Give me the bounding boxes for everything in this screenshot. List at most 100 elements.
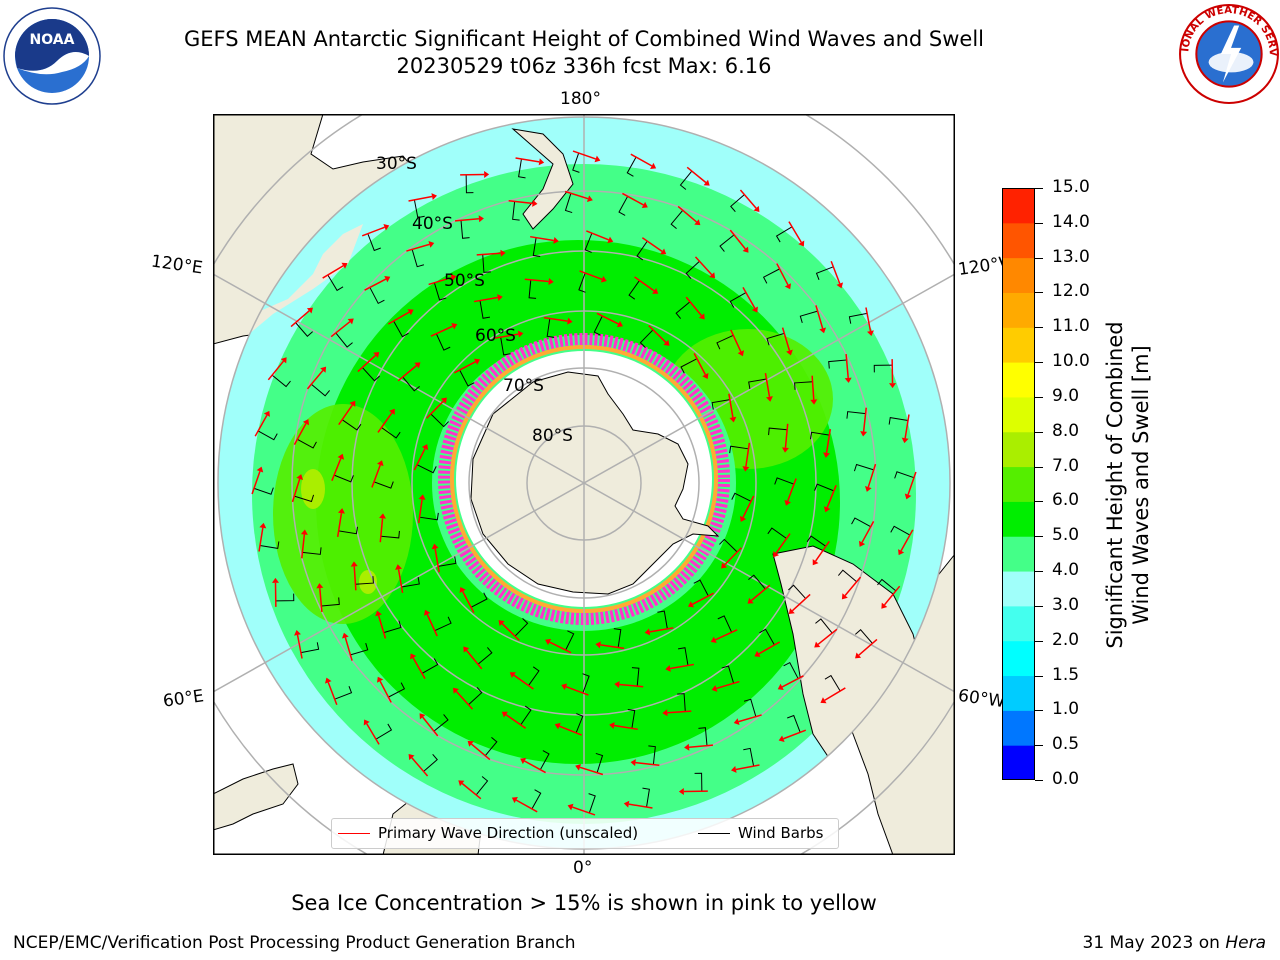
legend-item-wave-direction: Primary Wave Direction (unscaled)	[338, 824, 638, 842]
wave-direction-arrow	[412, 657, 426, 680]
wave-arrow-head	[440, 397, 447, 404]
wave-arrow-head	[350, 561, 358, 567]
wave-direction-arrow	[865, 307, 872, 332]
wave-direction-arrow	[622, 192, 644, 206]
wave-arrow-head	[594, 155, 601, 163]
wave-arrow-head	[616, 320, 623, 328]
wave-arrow-head	[607, 236, 614, 244]
wind-barb	[341, 419, 362, 431]
wave-arrow-head	[721, 562, 728, 569]
wind-barb	[582, 673, 590, 694]
wave-arrow-head	[864, 486, 872, 492]
wave-direction-arrow	[685, 296, 703, 317]
wave-arrow-head	[296, 474, 304, 480]
wave-direction-arrow	[648, 325, 667, 343]
wave-arrow-head	[532, 199, 538, 207]
wave-arrow-head	[363, 719, 370, 726]
wave-direction-arrow	[867, 463, 877, 488]
colorbar-band	[1002, 605, 1035, 642]
wave-arrow-head	[410, 653, 417, 660]
wave-arrow-head	[373, 351, 380, 358]
wind-barb	[766, 332, 785, 346]
wave-arrow-head	[509, 672, 516, 678]
colorbar-tick-mark	[1035, 745, 1043, 747]
wave-arrow-head	[431, 193, 438, 200]
wave-direction-arrow	[826, 485, 837, 508]
wind-barb	[719, 234, 735, 252]
wave-direction-arrow	[476, 252, 501, 256]
wind-barb	[297, 438, 317, 449]
wind-barb	[565, 630, 575, 651]
wave-direction-arrow	[739, 189, 757, 209]
wind-barb	[500, 337, 511, 356]
lat-label-80s: 80°S	[532, 426, 573, 446]
wave-direction-arrow	[296, 634, 303, 659]
wind-barb	[253, 487, 274, 495]
wave-arrow-head	[650, 162, 657, 169]
wave-arrow-head	[781, 447, 789, 453]
wind-barb	[679, 170, 693, 190]
wind-barb	[388, 682, 406, 698]
wave-arrow-head	[733, 718, 740, 726]
wave-direction-arrow	[465, 649, 483, 670]
wind-barb	[539, 750, 550, 770]
wave-direction-arrow	[306, 369, 324, 390]
wind-barb	[894, 471, 915, 479]
colorbar-title-line1: Significant Height of Combined	[1103, 321, 1127, 649]
wave-arrow-head	[263, 410, 270, 417]
wave-direction-arrow	[844, 576, 862, 597]
wind-barb	[355, 576, 374, 585]
wind-barb	[711, 399, 730, 410]
wind-barb	[743, 747, 755, 767]
wave-arrow-head	[463, 646, 470, 653]
wave-direction-arrow	[579, 270, 603, 280]
wind-barb	[846, 411, 866, 419]
wave-direction-arrow	[572, 150, 596, 160]
wave-direction-arrow	[641, 237, 663, 253]
colorbar-tick-mark	[1035, 710, 1043, 712]
wave-direction-arrow	[814, 540, 830, 562]
wind-barb	[693, 579, 709, 597]
wave-direction-arrow	[338, 404, 354, 426]
wave-direction-arrow	[411, 757, 429, 777]
wind-barb	[311, 383, 331, 397]
map-subtitle-forecast: 20230529 t06z 336h fcst Max: 6.16	[396, 54, 772, 78]
wave-direction-arrow	[630, 153, 653, 167]
wind-barb	[743, 698, 757, 717]
wind-barb	[411, 249, 425, 268]
colorbar-tick-mark	[1035, 396, 1043, 398]
wind-barb	[787, 714, 801, 733]
wave-arrow-head	[819, 327, 827, 334]
wave-arrow-head	[814, 641, 821, 648]
colorbar-band	[1002, 222, 1035, 259]
wave-direction-arrow	[907, 471, 917, 495]
colorbar-tick-label: 0.0	[1052, 769, 1080, 789]
wave-arrow-head	[751, 306, 758, 313]
wave-arrow-head	[823, 452, 831, 458]
wind-barb	[828, 359, 847, 369]
wave-direction-arrow	[422, 716, 439, 737]
wind-barb	[373, 481, 394, 489]
wave-direction-arrow	[387, 311, 410, 325]
colorbar-tick-mark	[1035, 327, 1043, 329]
wave-arrow-head	[587, 195, 593, 203]
wave-arrow-head	[841, 593, 848, 600]
wind-barb	[642, 787, 650, 808]
colorbar-tick-label: 2.0	[1052, 629, 1080, 650]
wind-barb	[730, 194, 745, 212]
colorbar-band	[1002, 466, 1035, 502]
wind-barb	[680, 358, 698, 374]
wind-barb	[479, 300, 491, 319]
wave-arrow-head	[407, 309, 414, 316]
wave-direction-arrow	[883, 585, 901, 606]
wave-arrow-head	[451, 322, 458, 330]
wave-direction-arrow	[564, 190, 589, 200]
wave-direction-arrow	[830, 260, 841, 284]
colorbar-tick-label: 5.0	[1052, 525, 1080, 546]
wind-barb	[564, 193, 573, 214]
colorbar-tick-mark	[1035, 466, 1043, 468]
wave-arrow-head	[737, 350, 745, 357]
map-legend: Primary Wave Direction (unscaled) Wind B…	[331, 818, 839, 849]
lon-label-180: 180°	[560, 89, 601, 109]
wave-arrow-head	[384, 275, 391, 283]
